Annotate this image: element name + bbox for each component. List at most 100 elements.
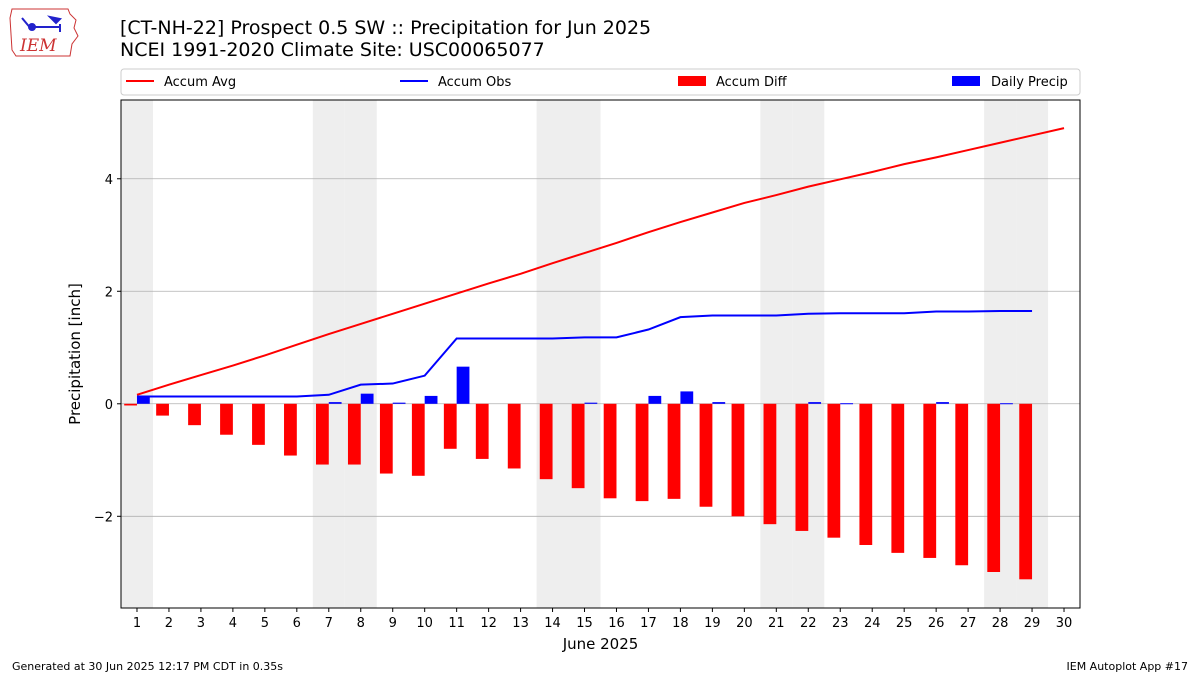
x-tick-label: 22 bbox=[800, 616, 817, 631]
x-tick-label: 8 bbox=[357, 616, 365, 631]
accum-avg-line bbox=[136, 127, 1065, 396]
weekend-shade-day-21 bbox=[760, 100, 793, 608]
x-tick-label: 1 bbox=[133, 616, 141, 631]
x-tick-label: 19 bbox=[704, 616, 721, 631]
daily-bar-day-9 bbox=[392, 402, 406, 404]
daily-bar-day-18 bbox=[680, 391, 694, 404]
x-tick-label: 16 bbox=[608, 616, 625, 631]
diff-bar-day-19 bbox=[699, 403, 713, 507]
diff-bar-day-18 bbox=[667, 403, 681, 499]
daily-bar-day-11 bbox=[456, 366, 470, 404]
legend-swatch-daily bbox=[952, 76, 980, 86]
diff-bar-day-27 bbox=[955, 403, 969, 566]
footer-generated: Generated at 30 Jun 2025 12:17 PM CDT in… bbox=[12, 660, 284, 673]
diff-bar-day-25 bbox=[891, 403, 905, 553]
plot-frame bbox=[120, 99, 1081, 609]
legend-label-avg: Accum Avg bbox=[164, 75, 236, 90]
y-tick-label: 4 bbox=[105, 173, 113, 188]
legend-label-obs: Accum Obs bbox=[438, 75, 511, 90]
x-tick-label: 5 bbox=[261, 616, 269, 631]
diff-bar-day-10 bbox=[411, 403, 425, 476]
weekend-shade-day-14 bbox=[536, 100, 569, 608]
x-tick-label: 11 bbox=[448, 616, 465, 631]
x-tick-label: 9 bbox=[389, 616, 397, 631]
x-tick-label: 15 bbox=[576, 616, 593, 631]
diff-bar-day-16 bbox=[603, 403, 617, 499]
legend-label-daily: Daily Precip bbox=[991, 75, 1068, 90]
weekend-shade-day-7 bbox=[312, 100, 345, 608]
daily-bar-day-17 bbox=[648, 395, 662, 404]
diff-bar-day-21 bbox=[763, 403, 777, 525]
x-tick-label: 7 bbox=[325, 616, 333, 631]
diff-bar-day-5 bbox=[252, 403, 265, 445]
daily-bar-day-28 bbox=[1000, 403, 1013, 405]
diff-bar-day-2 bbox=[156, 403, 169, 416]
x-tick-label: 25 bbox=[896, 616, 913, 631]
x-tick-label: 6 bbox=[293, 616, 301, 631]
legend-box bbox=[120, 68, 1081, 96]
gridlines bbox=[121, 178, 1080, 517]
diff-bar-day-8 bbox=[347, 403, 361, 465]
chart-title: [CT-NH-22] Prospect 0.5 SW :: Precipitat… bbox=[120, 17, 651, 61]
y-tick-label: 0 bbox=[105, 398, 113, 413]
diff-bar-day-20 bbox=[731, 403, 745, 517]
diff-bar-day-7 bbox=[315, 403, 329, 465]
weekend-shade-day-15 bbox=[568, 100, 601, 608]
daily-bar-day-7 bbox=[328, 402, 342, 404]
legend-label-diff: Accum Diff bbox=[716, 75, 788, 90]
diff-bar-day-6 bbox=[284, 403, 297, 456]
diff-bar-day-29 bbox=[1019, 403, 1033, 580]
x-tick-label: 23 bbox=[832, 616, 849, 631]
diff-bar-day-23 bbox=[827, 403, 841, 538]
y-axis-label: Precipitation [inch] bbox=[66, 283, 84, 425]
diff-bar-day-15 bbox=[571, 403, 585, 489]
diff-bar-day-3 bbox=[188, 403, 201, 426]
diff-bar-day-14 bbox=[539, 403, 553, 480]
x-tick-label: 14 bbox=[544, 616, 561, 631]
chart-title-line1: [CT-NH-22] Prospect 0.5 SW :: Precipitat… bbox=[120, 17, 652, 39]
diff-bar-day-13 bbox=[507, 403, 521, 469]
daily-bar-day-22 bbox=[808, 402, 822, 404]
weather-instrument-icon bbox=[21, 15, 63, 32]
lines bbox=[136, 127, 1065, 398]
legend-swatch-diff bbox=[678, 76, 706, 86]
x-tick-label: 12 bbox=[480, 616, 497, 631]
y-tick-label: −2 bbox=[94, 510, 113, 525]
x-tick-label: 18 bbox=[672, 616, 689, 631]
x-tick-label: 10 bbox=[416, 616, 433, 631]
daily-bar-day-19 bbox=[712, 402, 726, 404]
diff-bar-day-28 bbox=[987, 403, 1001, 572]
diff-bar-day-9 bbox=[379, 403, 393, 474]
x-tick-label: 13 bbox=[512, 616, 529, 631]
diff-bar-day-17 bbox=[635, 403, 649, 502]
weekend-shading bbox=[121, 100, 1049, 608]
daily-bar-day-1 bbox=[136, 396, 150, 404]
x-tick-label: 17 bbox=[640, 616, 657, 631]
x-tick-label: 20 bbox=[736, 616, 753, 631]
chart-title-line2: NCEI 1991-2020 Climate Site: USC00065077 bbox=[120, 39, 545, 61]
x-tick-label: 3 bbox=[197, 616, 205, 631]
daily-bar-day-15 bbox=[584, 402, 598, 404]
x-tick-label: 27 bbox=[960, 616, 977, 631]
legend: Accum Avg Accum Obs Accum Diff Daily Precip bbox=[120, 68, 1081, 96]
x-tick-label: 28 bbox=[992, 616, 1009, 631]
footer-app: IEM Autoplot App #17 bbox=[1066, 660, 1189, 673]
diff-bar-day-1 bbox=[124, 403, 137, 406]
daily-bar-day-23 bbox=[840, 403, 854, 405]
logo-text: IEM bbox=[19, 36, 57, 56]
daily-bar-day-8 bbox=[360, 393, 374, 404]
x-tick-label: 4 bbox=[229, 616, 237, 631]
diff-bar-day-12 bbox=[475, 403, 489, 459]
accum-obs-line bbox=[136, 309, 1033, 398]
weekend-shade-day-1 bbox=[121, 100, 153, 608]
x-tick-label: 29 bbox=[1024, 616, 1041, 631]
x-axis-label: June 2025 bbox=[562, 635, 639, 653]
bars bbox=[124, 366, 1033, 580]
weekend-shade-day-8 bbox=[344, 100, 377, 608]
iowa-outline-icon bbox=[9, 8, 79, 57]
diff-bar-day-22 bbox=[795, 403, 809, 531]
x-tick-label: 26 bbox=[928, 616, 945, 631]
diff-bar-day-11 bbox=[443, 403, 457, 449]
